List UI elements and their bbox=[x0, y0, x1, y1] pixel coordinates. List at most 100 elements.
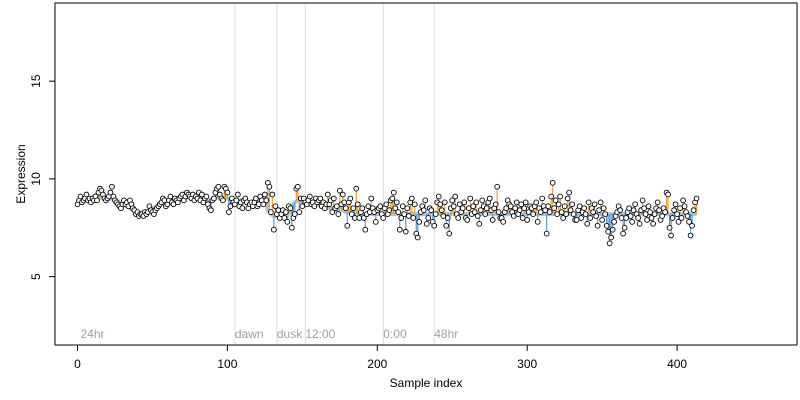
x-tick-label: 100 bbox=[217, 357, 237, 371]
data-point bbox=[170, 201, 177, 208]
data-point bbox=[666, 224, 673, 231]
data-point bbox=[557, 193, 564, 200]
data-point bbox=[389, 195, 396, 202]
data-point bbox=[591, 201, 598, 208]
data-point bbox=[420, 207, 427, 214]
x-tick-label: 0 bbox=[74, 357, 81, 371]
data-point bbox=[470, 203, 477, 210]
data-point bbox=[627, 213, 634, 219]
data-point bbox=[635, 215, 641, 221]
data-point bbox=[606, 240, 613, 247]
data-point bbox=[632, 201, 638, 208]
data-point bbox=[636, 220, 643, 227]
data-point bbox=[581, 205, 587, 212]
data-point bbox=[684, 213, 691, 219]
data-point bbox=[425, 215, 432, 221]
data-point bbox=[77, 193, 84, 200]
data-point bbox=[656, 207, 662, 214]
data-point bbox=[354, 201, 361, 208]
data-point bbox=[585, 199, 592, 206]
plot-frame bbox=[54, 2, 798, 346]
data-point bbox=[521, 205, 528, 212]
data-point bbox=[402, 228, 409, 235]
data-point bbox=[494, 183, 501, 190]
data-point bbox=[513, 199, 520, 206]
data-point bbox=[284, 219, 291, 225]
y-tick-label: 5 bbox=[29, 273, 43, 280]
data-point bbox=[510, 213, 517, 219]
data-point bbox=[291, 211, 298, 217]
data-point bbox=[329, 209, 336, 215]
data-point bbox=[668, 232, 674, 239]
data-point bbox=[609, 226, 616, 233]
data-point bbox=[675, 219, 682, 225]
data-point bbox=[459, 205, 466, 212]
data-point bbox=[603, 222, 610, 229]
data-point bbox=[471, 209, 478, 215]
annotation-label: 24hr bbox=[80, 327, 104, 341]
data-point bbox=[405, 213, 412, 219]
data-point bbox=[539, 195, 546, 202]
data-point bbox=[287, 205, 294, 212]
data-point bbox=[641, 205, 647, 212]
data-point bbox=[651, 211, 658, 217]
data-point bbox=[444, 215, 451, 221]
data-point bbox=[408, 195, 415, 202]
data-point bbox=[582, 211, 589, 217]
data-point bbox=[548, 193, 555, 200]
annotation-labels: 24hr dawn dusk 12:00 0:00 48hr bbox=[80, 327, 458, 341]
data-point bbox=[377, 203, 384, 210]
data-point bbox=[233, 197, 240, 204]
annotation-label: 48hr bbox=[434, 327, 458, 341]
data-point bbox=[428, 207, 435, 214]
data-point bbox=[659, 213, 665, 219]
data-point bbox=[597, 199, 604, 206]
data-point bbox=[677, 205, 683, 212]
data-point bbox=[288, 224, 295, 231]
data-point bbox=[593, 213, 599, 219]
data-point bbox=[294, 183, 301, 190]
data-point bbox=[272, 203, 279, 210]
data-point bbox=[674, 211, 680, 217]
data-point bbox=[476, 220, 483, 227]
data-point bbox=[530, 211, 537, 217]
data-point bbox=[534, 219, 541, 225]
y-tick-label: 15 bbox=[29, 74, 43, 88]
data-point bbox=[672, 201, 679, 208]
data-point bbox=[647, 209, 653, 215]
data-point bbox=[492, 201, 499, 208]
data-point bbox=[567, 207, 574, 214]
data-point bbox=[446, 230, 453, 237]
data-point bbox=[262, 191, 268, 198]
data-point bbox=[555, 201, 562, 208]
data-point bbox=[227, 203, 234, 210]
data-point bbox=[605, 228, 611, 235]
data-point bbox=[401, 211, 408, 217]
data-point bbox=[342, 205, 349, 212]
data-point bbox=[441, 199, 448, 206]
data-point bbox=[566, 189, 573, 196]
data-point bbox=[564, 195, 571, 202]
data-point bbox=[226, 209, 232, 215]
data-point bbox=[626, 205, 632, 212]
annotation-label: dawn bbox=[235, 327, 264, 341]
data-point bbox=[344, 222, 351, 229]
data-point bbox=[545, 203, 552, 210]
data-point bbox=[432, 211, 439, 217]
data-point bbox=[411, 201, 418, 208]
data-point bbox=[455, 215, 462, 221]
data-point bbox=[109, 183, 115, 190]
data-point bbox=[167, 193, 174, 200]
data-point bbox=[482, 211, 489, 217]
data-point bbox=[372, 219, 379, 225]
data-point bbox=[333, 203, 340, 210]
data-point bbox=[608, 234, 614, 241]
data-point bbox=[339, 191, 346, 198]
data-point bbox=[235, 191, 241, 198]
data-point bbox=[353, 185, 360, 192]
data-point bbox=[438, 207, 445, 214]
data-point bbox=[474, 213, 481, 219]
data-point bbox=[525, 209, 532, 215]
data-point bbox=[383, 201, 390, 208]
